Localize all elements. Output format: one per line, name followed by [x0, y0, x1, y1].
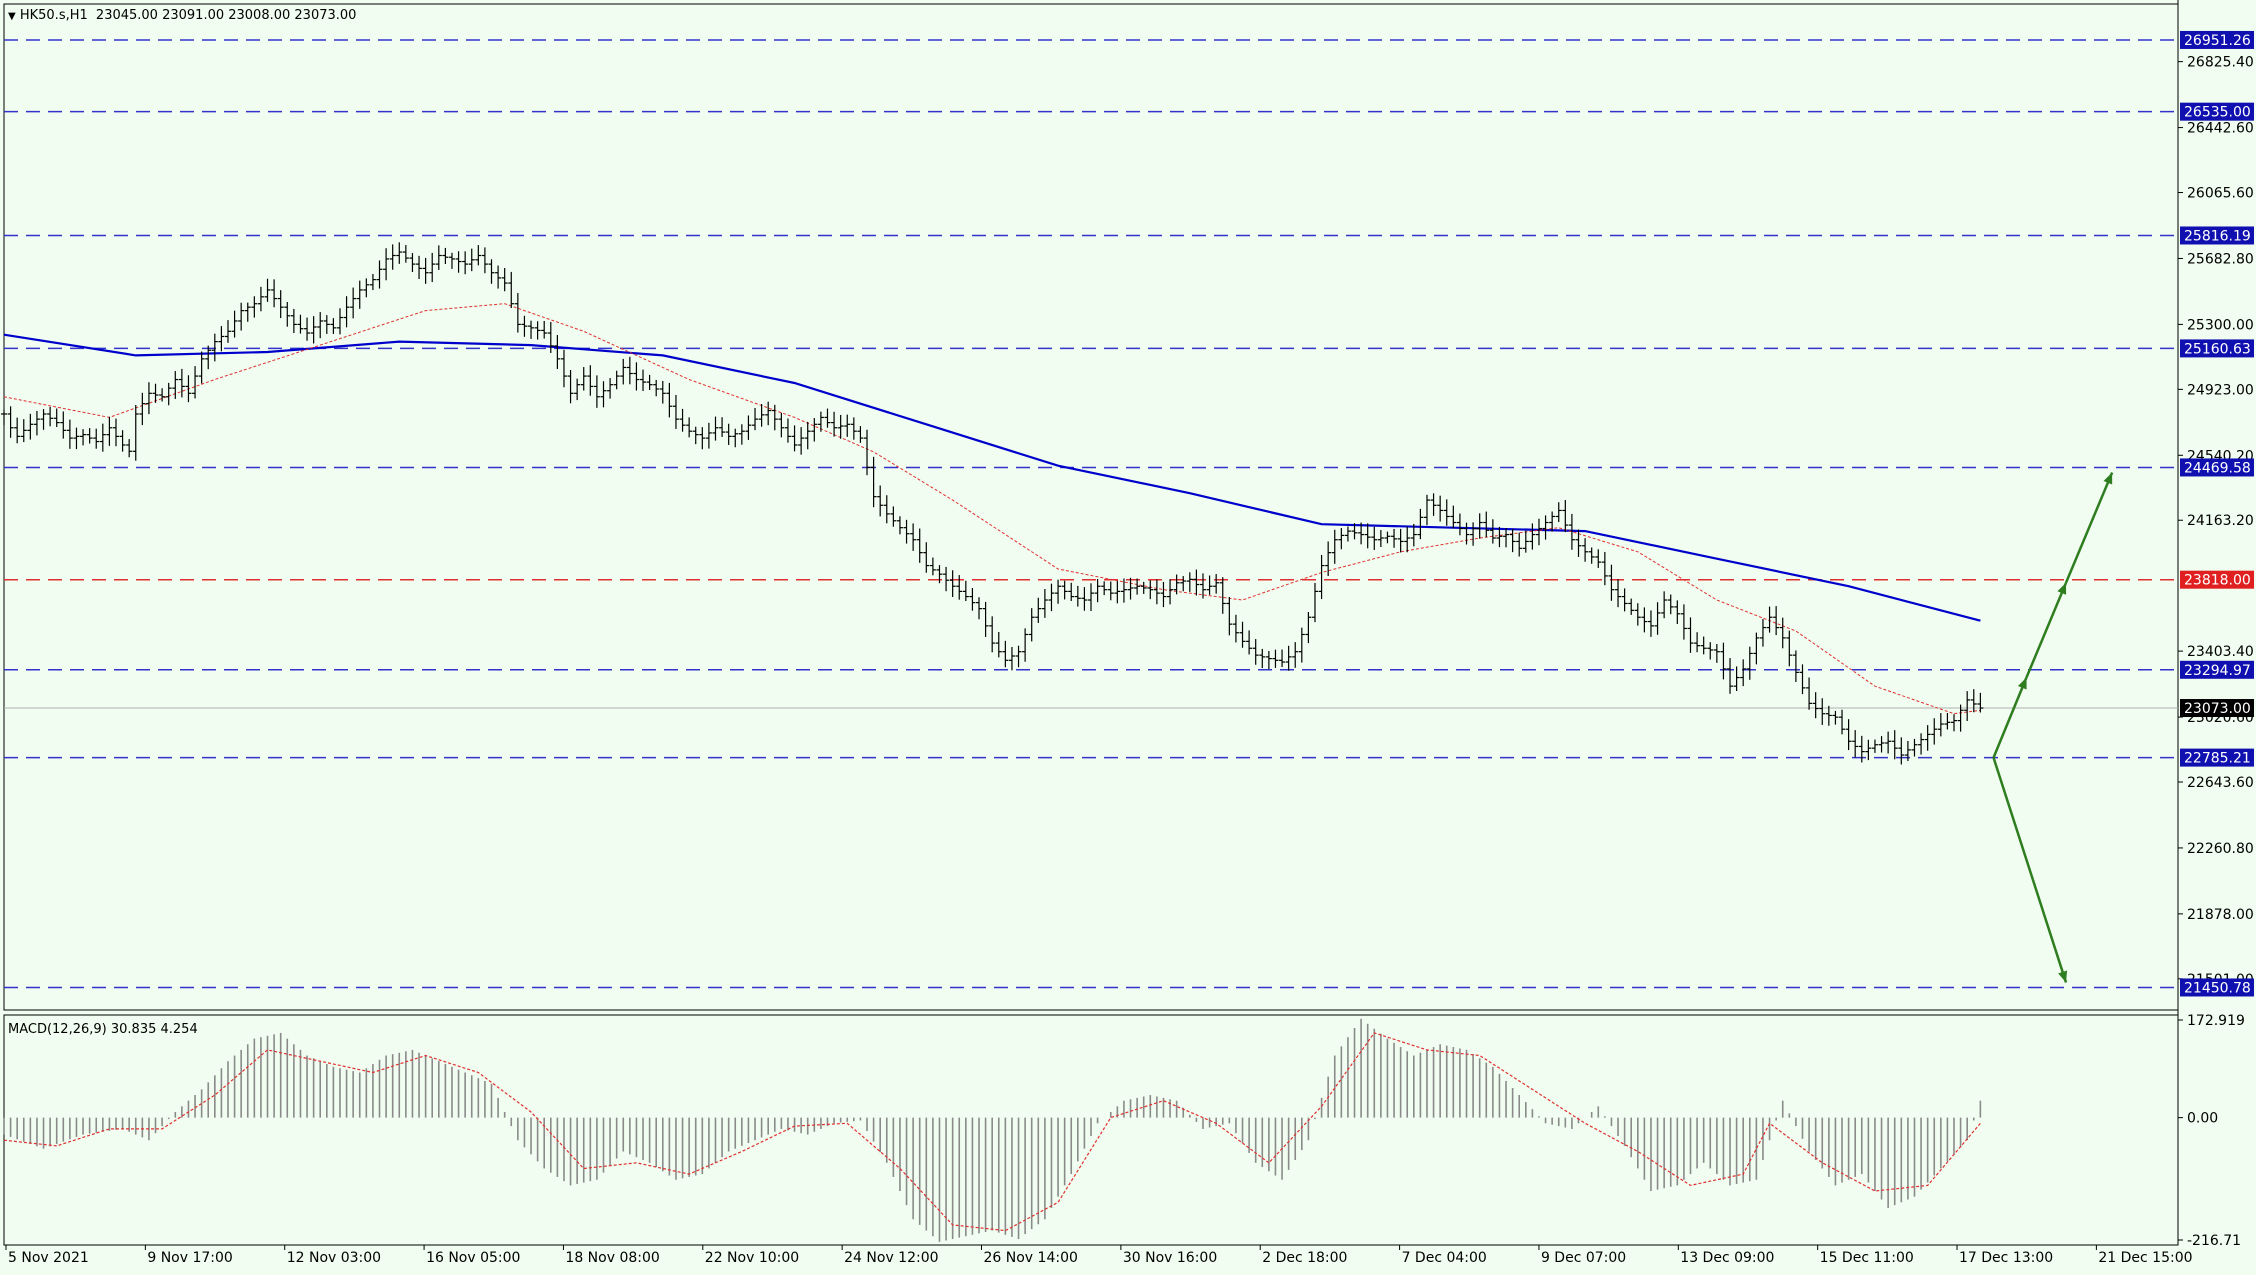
current-price-tag — [2180, 699, 2254, 718]
level-tag-label: 24469.58 — [2184, 460, 2251, 476]
level-tag — [2180, 226, 2254, 245]
forecast-arrow — [2025, 582, 2068, 679]
level-tag — [2180, 660, 2254, 679]
x-tick-label: 2 Dec 18:00 — [1262, 1250, 1347, 1266]
macd-y-label: 172.919 — [2187, 1013, 2245, 1029]
x-tick-label: 7 Dec 04:00 — [1402, 1250, 1487, 1266]
chart-menu-icon[interactable]: ▼ — [8, 11, 16, 22]
level-tag — [2180, 748, 2254, 767]
y-tick-label: 26065.60 — [2187, 186, 2254, 202]
forecast-arrowhead — [2058, 970, 2068, 983]
macd-header: MACD(12,26,9) 30.835 4.254 — [8, 1022, 198, 1037]
symbol-label: HK50.s,H1 — [19, 8, 88, 23]
ohlc-label: 23045.00 23091.00 23008.00 23073.00 — [95, 8, 357, 23]
main-panel-frame — [3, 3, 2179, 1011]
ma50-line — [3, 303, 1981, 715]
level-tag-label: 26951.26 — [2184, 33, 2251, 49]
y-tick-label: 23403.40 — [2187, 644, 2254, 660]
macd-signal-line — [3, 1032, 1981, 1232]
macd-y-label: -216.71 — [2187, 1233, 2241, 1249]
x-tick-label: 30 Nov 16:00 — [1123, 1250, 1217, 1266]
x-tick-label: 22 Nov 10:00 — [705, 1250, 799, 1266]
forecast-arrowhead — [2057, 582, 2067, 595]
level-tag-label: 26535.00 — [2184, 105, 2251, 121]
ma200-line — [3, 333, 1981, 622]
macd-y-label: 0.00 — [2187, 1111, 2218, 1127]
x-tick-label: 24 Nov 12:00 — [844, 1250, 938, 1266]
price-bars — [1, 242, 1984, 765]
level-tag — [2180, 458, 2254, 477]
y-tick-label: 22260.80 — [2187, 841, 2254, 857]
x-tick-label: 16 Nov 05:00 — [426, 1250, 520, 1266]
x-tick-label: 21 Dec 15:00 — [2098, 1250, 2192, 1266]
level-tag-label: 25816.19 — [2184, 228, 2251, 244]
x-tick-label: 9 Dec 07:00 — [1541, 1250, 1626, 1266]
y-tick-label: 26442.60 — [2187, 121, 2254, 137]
level-tag-label: 23818.00 — [2184, 573, 2251, 589]
level-tag — [2180, 102, 2254, 121]
x-tick-label: 12 Nov 03:00 — [287, 1250, 381, 1266]
level-tag — [2180, 570, 2254, 589]
forecast-arrow — [1992, 757, 2068, 983]
x-tick-label: 13 Dec 09:00 — [1680, 1250, 1774, 1266]
y-tick-label: 24163.20 — [2187, 513, 2254, 529]
y-tick-label: 24923.00 — [2187, 382, 2254, 398]
x-tick-label: 17 Dec 13:00 — [1959, 1250, 2053, 1266]
level-tag-label: 22785.21 — [2184, 751, 2251, 767]
current-price-label: 23073.00 — [2184, 701, 2251, 717]
x-tick-label: 9 Nov 17:00 — [147, 1250, 232, 1266]
level-tag-label: 25160.63 — [2184, 341, 2251, 357]
level-tag — [2180, 30, 2254, 49]
y-tick-label: 21878.00 — [2187, 907, 2254, 923]
y-tick-label: 22643.60 — [2187, 775, 2254, 791]
x-tick-label: 15 Dec 11:00 — [1820, 1250, 1914, 1266]
level-tag — [2180, 978, 2254, 997]
level-tag-label: 23294.97 — [2184, 663, 2251, 679]
forecast-arrowhead — [2103, 472, 2113, 485]
macd-label: MACD(12,26,9) — [8, 1022, 107, 1037]
x-tick-label: 26 Nov 14:00 — [984, 1250, 1078, 1266]
x-tick-label: 18 Nov 08:00 — [565, 1250, 659, 1266]
x-tick-label: 5 Nov 2021 — [8, 1250, 89, 1266]
level-tag-label: 21450.78 — [2184, 980, 2251, 996]
macd-histogram — [3, 1018, 1982, 1242]
forecast-arrowhead — [2017, 677, 2027, 690]
forecast-arrow — [2064, 472, 2114, 584]
macd-values: 30.835 4.254 — [110, 1022, 198, 1037]
level-tag — [2180, 339, 2254, 358]
y-tick-label: 25682.80 — [2187, 251, 2254, 267]
y-tick-label: 26825.40 — [2187, 55, 2254, 71]
y-tick-label: 25300.00 — [2187, 317, 2254, 333]
chart-header: ▼ HK50.s,H1 23045.00 23091.00 23008.00 2… — [8, 8, 356, 23]
forecast-arrow — [1992, 677, 2028, 759]
